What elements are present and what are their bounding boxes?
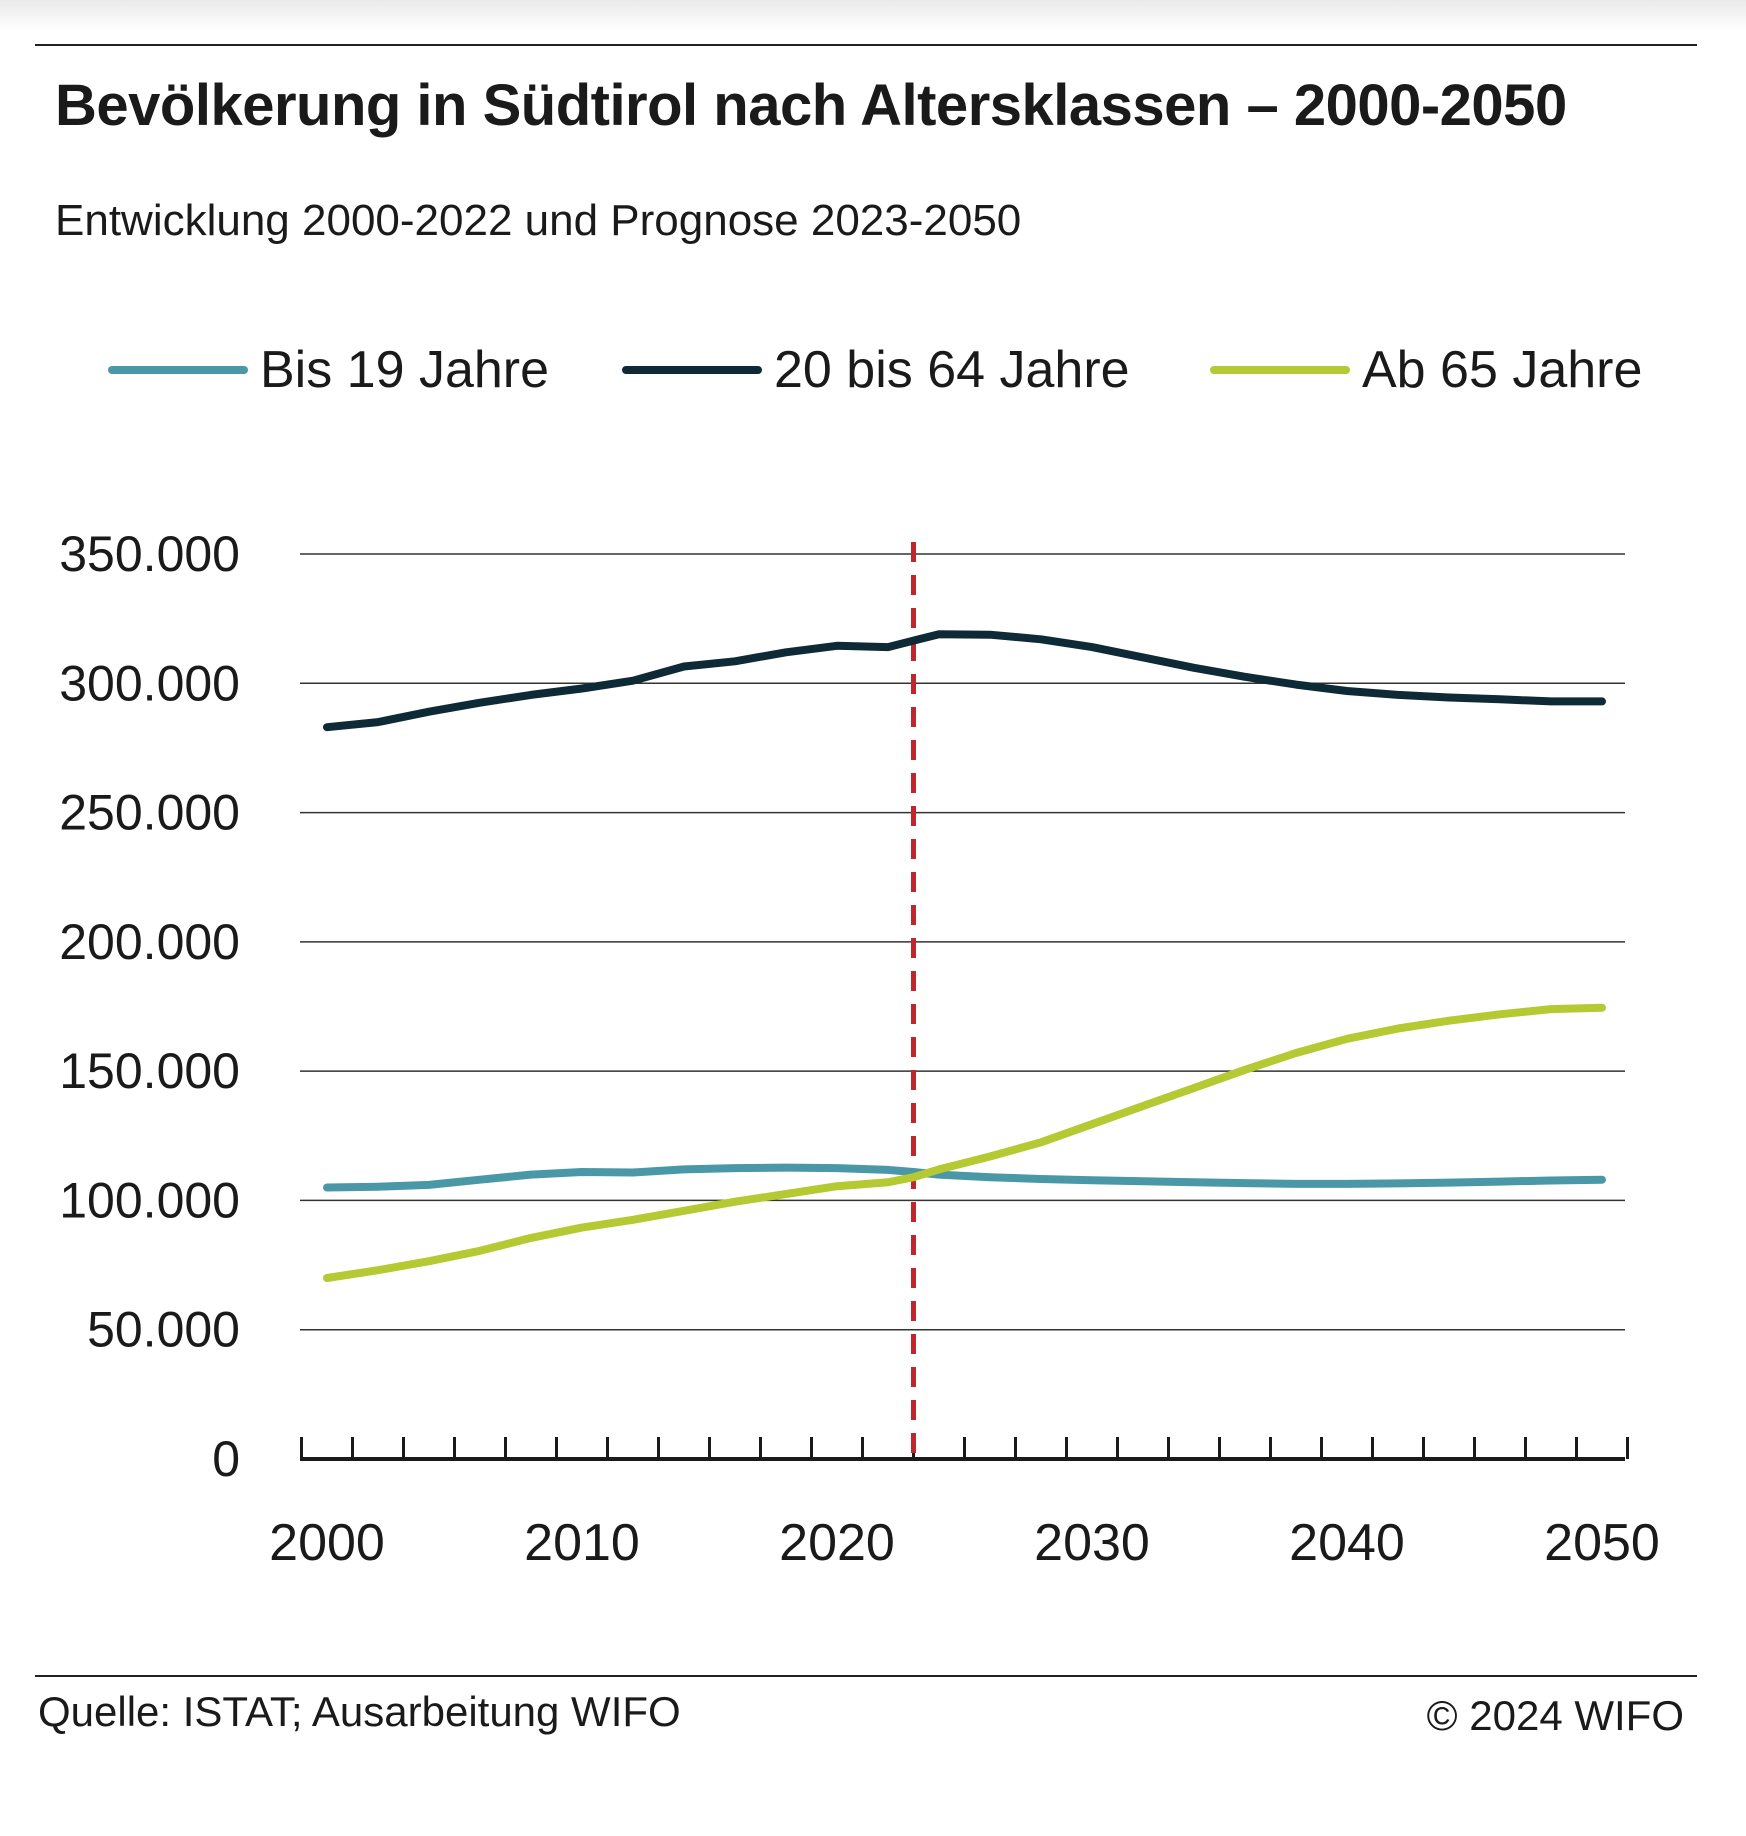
y-tick-label-1: 50.000 [87,1302,240,1358]
line-chart: 0 50.000 100.000 150.000 200.000 250.000 300.0… [59,526,1660,1572]
y-tick-label-2: 100.000 [59,1172,240,1228]
chart-title: Bevölkerung in Südtirol nach Altersklass… [55,73,1567,138]
y-tick-label-7: 350.000 [59,526,240,582]
top-shade [0,0,1746,30]
x-tick-label-1: 2010 [524,1514,640,1572]
source-note: Quelle: ISTAT; Ausarbeitung WIFO [38,1688,681,1735]
legend-label-ab-65: Ab 65 Jahre [1362,341,1643,399]
series-line-ab-65 [323,1003,1606,1282]
top-rule [35,44,1697,46]
y-tick-label-5: 250.000 [59,785,240,841]
x-tick-label-3: 2030 [1034,1514,1150,1572]
chart-subtitle: Entwicklung 2000-2022 und Prognose 2023-… [55,196,1022,245]
y-tick-label-0: 0 [212,1431,240,1487]
legend-item-bis-19: Bis 19 Jahre [108,340,549,400]
y-tick-label-6: 300.000 [59,655,240,711]
y-tick-label-3: 150.000 [59,1043,240,1099]
x-tick-label-4: 2040 [1289,1514,1405,1572]
series-line-bis-19 [323,1163,1606,1192]
y-tick-label-4: 200.000 [59,914,240,970]
copyright-note: © 2024 WIFO [1426,1692,1684,1739]
x-tick-label-0: 2000 [269,1514,385,1572]
x-tick-label-5: 2050 [1544,1514,1660,1572]
legend-swatch-20-64 [622,366,762,374]
legend-label-bis-19: Bis 19 Jahre [260,341,550,399]
x-tick-label-2: 2020 [779,1514,895,1572]
legend-swatch-ab-65 [1210,366,1350,374]
bottom-rule [35,1675,1697,1677]
series-line-20-64 [323,630,1606,732]
legend-item-20-64: 20 bis 64 Jahre [622,340,1130,400]
legend-item-ab-65: Ab 65 Jahre [1210,340,1642,400]
legend-label-20-64: 20 bis 64 Jahre [774,341,1130,399]
legend-swatch-bis-19 [108,366,248,374]
